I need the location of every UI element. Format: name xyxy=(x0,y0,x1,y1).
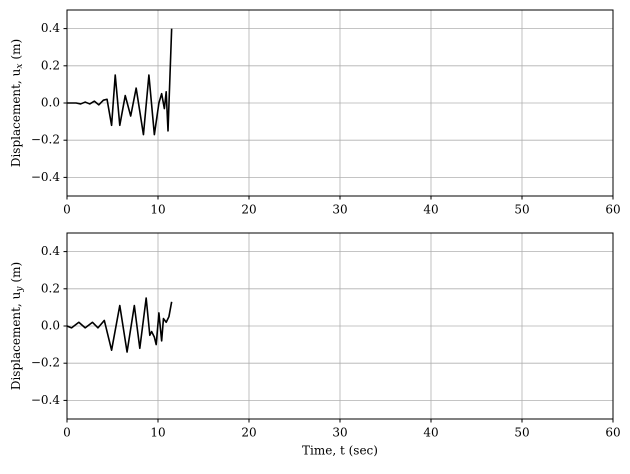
y-tick-label: −0.2 xyxy=(31,356,60,370)
subplot: −0.4 −0.2 0.0 0.2 0.4 0 10 20 30 40 50 60 Displaceme… xyxy=(9,232,621,458)
y-label-unit: (m) xyxy=(9,39,23,60)
x-tick-label: 0 xyxy=(63,203,71,217)
y-label-unit: (m) xyxy=(9,262,23,283)
axes-frame xyxy=(66,9,614,197)
x-tick-label: 40 xyxy=(423,426,438,440)
y-label-text: Displacement, u xyxy=(9,291,23,390)
y-tick-label: −0.4 xyxy=(31,393,61,407)
y-tick-label: 0.4 xyxy=(41,21,60,35)
x-tick-label: 40 xyxy=(423,203,438,217)
y-tick-label: 0.2 xyxy=(41,281,60,295)
x-tick-label: 60 xyxy=(605,203,620,217)
x-tick-label: 30 xyxy=(332,426,347,440)
data-line xyxy=(66,297,173,353)
y-tick-label: 0.4 xyxy=(41,244,60,258)
x-axis-label: Time, t (sec) xyxy=(302,444,378,458)
y-axis-label: Displacement, ux (m) xyxy=(9,39,25,167)
y-tick-label: −0.2 xyxy=(31,133,60,147)
y-tick-label: −0.4 xyxy=(31,170,61,184)
y-label-sub: y xyxy=(15,286,25,293)
subplot: −0.4 −0.2 0.0 0.2 0.4 0 10 20 30 40 50 60 Displaceme… xyxy=(9,9,621,217)
x-tick-label: 20 xyxy=(241,426,256,440)
x-tick-label: 20 xyxy=(241,203,256,217)
x-tick-label: 50 xyxy=(514,203,529,217)
x-tick-label: 10 xyxy=(150,426,165,440)
y-tick-label: 0.0 xyxy=(41,319,60,333)
y-label-text: Displacement, u xyxy=(9,68,23,167)
x-tick-label: 30 xyxy=(332,203,347,217)
x-tick-label: 10 xyxy=(150,203,165,217)
x-tick-label: 60 xyxy=(605,426,620,440)
y-label-sub: x xyxy=(15,64,25,69)
y-tick-label: 0.2 xyxy=(41,58,60,72)
x-tick-label: 50 xyxy=(514,426,529,440)
x-tick-label: 0 xyxy=(63,426,71,440)
axes-frame xyxy=(66,232,614,420)
y-axis-label: Displacement, uy (m) xyxy=(9,262,25,390)
y-tick-label: 0.0 xyxy=(41,96,60,110)
data-line xyxy=(67,28,173,136)
